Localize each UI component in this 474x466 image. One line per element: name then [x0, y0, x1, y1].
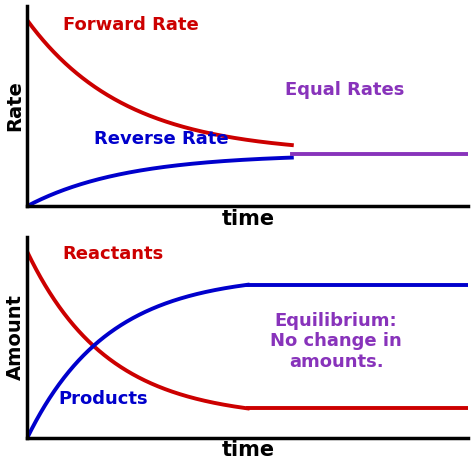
- Y-axis label: Rate: Rate: [6, 80, 25, 131]
- Text: Reactants: Reactants: [63, 245, 164, 263]
- Text: Equilibrium:
No change in
amounts.: Equilibrium: No change in amounts.: [270, 312, 402, 371]
- X-axis label: time: time: [221, 209, 274, 229]
- Text: Reverse Rate: Reverse Rate: [93, 130, 228, 148]
- Y-axis label: Amount: Amount: [6, 295, 25, 380]
- Text: Products: Products: [58, 390, 148, 408]
- Text: Equal Rates: Equal Rates: [285, 81, 405, 99]
- Text: Forward Rate: Forward Rate: [63, 15, 199, 34]
- X-axis label: time: time: [221, 440, 274, 460]
